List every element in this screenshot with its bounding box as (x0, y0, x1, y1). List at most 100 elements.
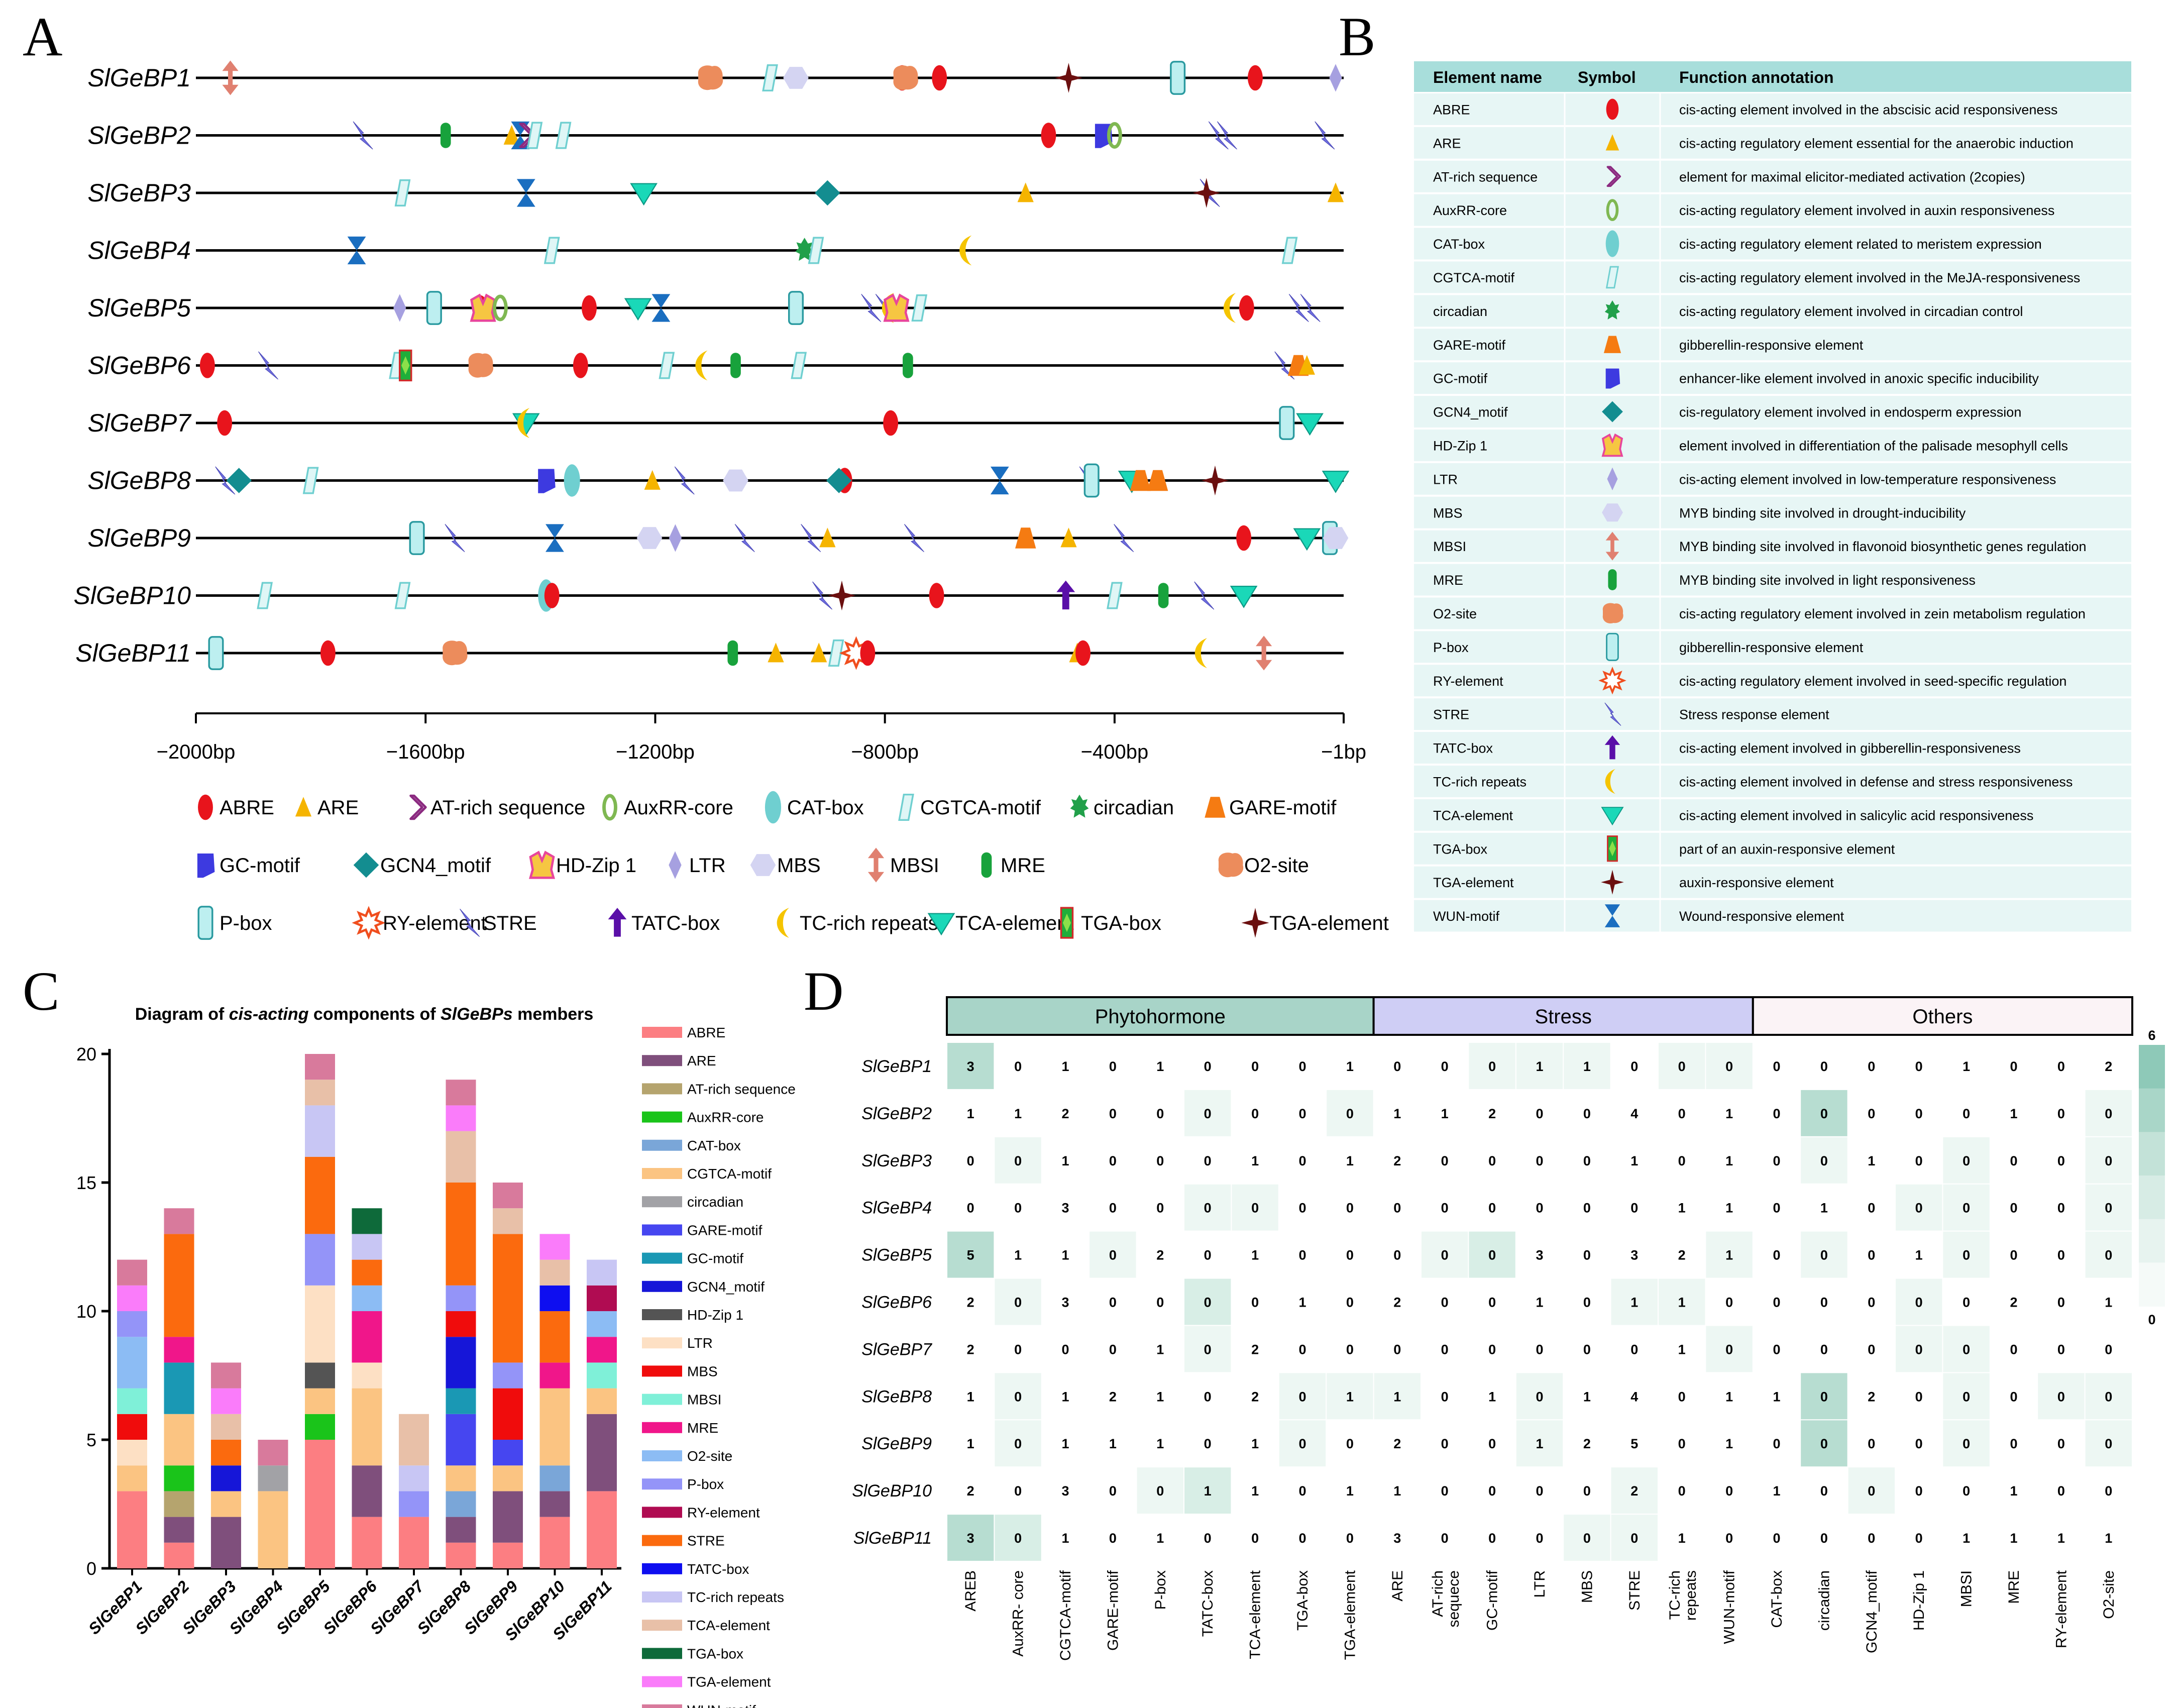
are-legend-icon (295, 797, 312, 817)
heatmap-cell (1564, 1515, 1610, 1561)
cell-value: 0 (1156, 1295, 1164, 1310)
tga-element-marker (1054, 63, 1083, 93)
cell-value: 0 (1915, 1106, 1923, 1121)
column-label: AuxRR- core (1010, 1570, 1027, 1657)
column-label: MBSI (1958, 1570, 1975, 1607)
cell-value: 0 (1915, 1531, 1923, 1546)
bar-segment-cgtca-motif (539, 1388, 570, 1466)
are-marker (1327, 182, 1344, 202)
cell-value: 0 (1014, 1059, 1022, 1074)
cell-value: 0 (1868, 1201, 1875, 1216)
bar-segment-auxrr-core (164, 1465, 194, 1491)
legend-item-o2-site: O2-site (642, 1448, 732, 1464)
column-label: WUN-motif (1721, 1570, 1738, 1644)
bar-segment-gc-motif (164, 1362, 194, 1414)
bar-segment-tca-element (446, 1131, 476, 1183)
legend-label: ABRE (687, 1025, 725, 1040)
cell-value: 1 (1536, 1059, 1543, 1074)
cell-value: 2 (967, 1483, 974, 1499)
row-label: SlGeBP8 (861, 1387, 932, 1406)
cell-value: 1 (967, 1436, 974, 1451)
tc-rich-repeats-marker (695, 350, 708, 381)
legend-label: MRE (687, 1420, 718, 1436)
heatmap-cell (1184, 1326, 1231, 1372)
function-annotation: MYB binding site involved in drought-ind… (1679, 505, 1966, 520)
bar-segment-abre (399, 1517, 429, 1568)
column-label: GC-motif (1484, 1570, 1501, 1631)
abre-marker (582, 295, 597, 321)
bar-segment-abre (587, 1491, 617, 1568)
cell-value: 0 (2057, 1483, 2065, 1499)
table-row: TGA-box part of an auxin-responsive eleme… (1414, 832, 2131, 865)
abre-marker (544, 583, 560, 608)
cgtca-motif-marker (1107, 582, 1123, 609)
cell-value: 0 (1251, 1295, 1259, 1310)
tc-rich-repeats-marker (517, 408, 530, 438)
cell-value: 0 (1109, 1342, 1117, 1357)
cell-value: 0 (1630, 1531, 1638, 1546)
row-label: SlGeBP5 (861, 1246, 932, 1265)
mbs-marker (723, 469, 748, 492)
cell-value: 0 (1536, 1106, 1543, 1121)
gene-label: SlGeBP9 (87, 524, 191, 552)
bar-segment-at-rich-sequence (164, 1491, 194, 1517)
circadian-table-symbol (1604, 300, 1620, 319)
legend-label: ARE (687, 1053, 716, 1069)
row-background (1414, 160, 2131, 192)
mbsi-table-symbol (1605, 531, 1619, 561)
abre-marker (1239, 295, 1254, 321)
p-box-marker (426, 291, 442, 325)
cgtca-motif-marker (543, 237, 560, 264)
cell-value: 1 (1678, 1342, 1686, 1357)
legend-item-gc-motif: GC-motif (197, 853, 300, 878)
element-name: HD-Zip 1 (1433, 438, 1487, 453)
group-box (1752, 996, 2134, 1036)
axis-tick-label: −1600bp (386, 741, 465, 763)
table-row: P-box gibberellin-responsive element (1414, 631, 2131, 663)
cell-value: 0 (1773, 1295, 1780, 1310)
column-label: HD-Zip 1 (1911, 1570, 1927, 1631)
group-label: Phytohormone (1095, 1006, 1226, 1028)
function-annotation: part of an auxin-responsive element (1679, 841, 1895, 857)
bar-segment-gare-motif (446, 1414, 476, 1466)
cell-value: 0 (1488, 1531, 1496, 1546)
table-row: TATC-box cis-acting element involved in g… (1414, 732, 2131, 764)
legend-item-mre: MRE (642, 1420, 718, 1436)
cell-value: 1 (1298, 1295, 1306, 1310)
legend-swatch (642, 1280, 682, 1292)
heatmap-cell (947, 1231, 994, 1278)
column-label: AT-richsequece (1430, 1570, 1462, 1627)
bar-segment-cgtca-motif (352, 1388, 382, 1466)
heatmap-cell (947, 1515, 994, 1561)
gene-row-slgebp11: SlGeBP11 (75, 635, 1344, 671)
hd-zip-1-legend-icon (528, 850, 556, 879)
abre-marker (929, 583, 944, 608)
tc-rich-repeats-marker (1194, 638, 1207, 668)
legend-item-tga-box: TGA-box (642, 1646, 743, 1661)
row-background (1414, 900, 2131, 932)
legend-label: AuxRR-core (624, 797, 733, 819)
cell-value: 0 (1156, 1106, 1164, 1121)
cell-value: 1 (1346, 1389, 1354, 1404)
function-annotation: cis-acting element involved in salicylic… (1679, 808, 2033, 823)
cell-value: 0 (1014, 1531, 1022, 1546)
stre-marker (1300, 294, 1321, 323)
heatmap-cell (1090, 1231, 1136, 1278)
cell-value: 0 (1298, 1059, 1306, 1074)
at-rich-sequence-legend-icon (409, 794, 427, 820)
column-label: CGTCA-motif (1057, 1570, 1074, 1661)
bar-segment-mre (539, 1362, 570, 1389)
p-box-marker (1170, 61, 1186, 95)
bar-stack-slgebp3 (211, 1362, 241, 1568)
cell-value: 4 (1630, 1106, 1638, 1121)
p-box-legend-icon (197, 906, 213, 940)
wun-motif-marker (651, 294, 671, 322)
cell-value: 1 (2010, 1483, 2017, 1499)
legend-label: MRE (1001, 855, 1045, 877)
gene-row-slgebp10: SlGeBP10 (74, 579, 1344, 612)
column-label: LTR (1532, 1570, 1548, 1597)
cell-value: 1 (1014, 1106, 1022, 1121)
cell-value: 0 (1109, 1201, 1117, 1216)
cell-value: 0 (1441, 1153, 1449, 1168)
column-label: P-box (1152, 1570, 1169, 1610)
